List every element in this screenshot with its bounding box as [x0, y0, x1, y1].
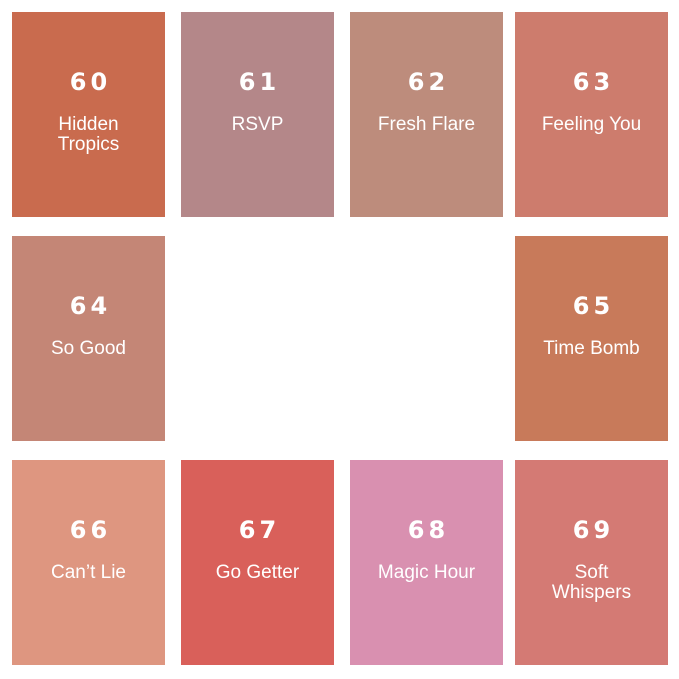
shade-swatch: 61 RSVP [181, 12, 334, 217]
shade-swatch: 62 Fresh Flare [350, 12, 503, 217]
shade-number: 66 [69, 516, 112, 544]
shade-swatch: 66 Can’t Lie [12, 460, 165, 665]
shade-number: 60 [69, 68, 112, 96]
shade-name: RSVP [231, 114, 284, 135]
shade-name: Soft Whispers [551, 562, 632, 603]
shade-number: 63 [572, 68, 615, 96]
shade-number: 61 [238, 68, 281, 96]
shade-swatch: 69 Soft Whispers [515, 460, 668, 665]
shade-number: 65 [572, 292, 615, 320]
shade-name: Time Bomb [543, 338, 640, 359]
shade-swatch: 63 Feeling You [515, 12, 668, 217]
shade-number: 67 [238, 516, 281, 544]
shade-swatch: 67 Go Getter [181, 460, 334, 665]
shade-swatch: 65 Time Bomb [515, 236, 668, 441]
shade-name: Fresh Flare [377, 114, 476, 135]
shade-name: Can’t Lie [51, 562, 126, 583]
shade-name: So Good [51, 338, 126, 359]
shade-swatch: 68 Magic Hour [350, 460, 503, 665]
shade-swatch: 60 Hidden Tropics [12, 12, 165, 217]
shade-name: Magic Hour [377, 562, 476, 583]
shade-number: 62 [407, 68, 450, 96]
shade-number: 64 [69, 292, 112, 320]
shade-name: Feeling You [541, 114, 642, 135]
shade-name: Go Getter [215, 562, 300, 583]
shade-name: Hidden Tropics [57, 114, 120, 155]
shade-number: 69 [572, 516, 615, 544]
shade-number: 68 [407, 516, 450, 544]
shade-swatch: 64 So Good [12, 236, 165, 441]
